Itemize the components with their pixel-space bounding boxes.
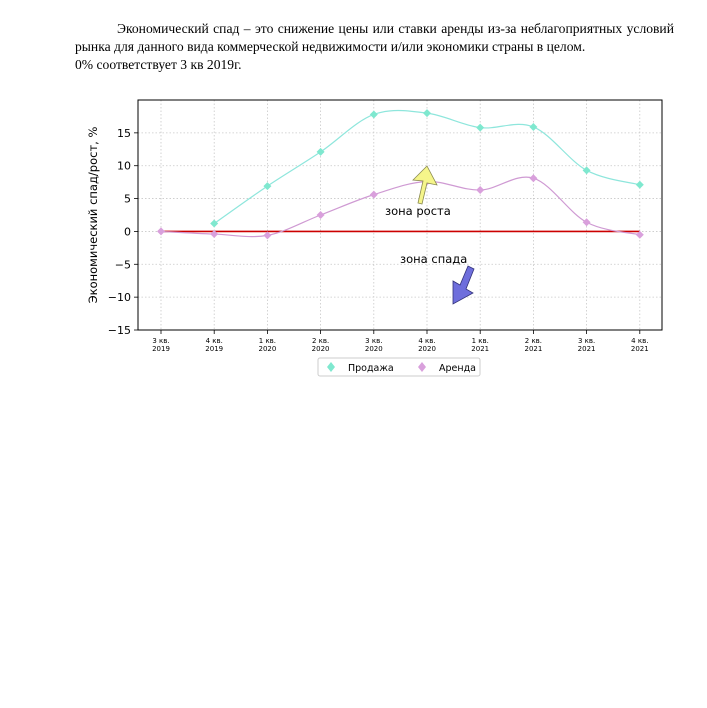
x-tick-label-line: 2 кв. (525, 337, 542, 345)
x-tick-label-line: 2019 (152, 345, 170, 353)
data-point-rent (635, 230, 644, 239)
decline-arrow-icon (452, 265, 475, 305)
y-tick-label: 5 (124, 193, 131, 206)
x-tick-label: 3 кв. 2021 (578, 337, 596, 353)
plot-frame (137, 99, 663, 331)
y-tick-label: 10 (117, 160, 131, 173)
x-tick-label-line: 4 кв. (206, 337, 223, 345)
x-tick-label-line: 2021 (578, 345, 596, 353)
y-axis: −15 −10 −5 0 5 10 15 (108, 127, 138, 337)
x-tick-label-line: 2021 (524, 345, 542, 353)
x-tick-label-line: 3 кв. (365, 337, 382, 345)
x-tick-label-line: 4 кв. (418, 337, 435, 345)
x-tick-label-line: 2 кв. (312, 337, 329, 345)
legend-marker-rent (418, 362, 426, 372)
x-tick-label-line: 3 кв. (152, 337, 169, 345)
x-tick-label-line: 2020 (418, 345, 436, 353)
data-point-sale (369, 110, 378, 119)
x-tick-label-line: 1 кв. (472, 337, 489, 345)
legend-label-sale: Продажа (348, 363, 394, 374)
data-point-rent (582, 218, 591, 227)
x-tick-label: 2 кв. 2020 (312, 337, 330, 353)
intro-note: 0% соответствует 3 кв 2019г. (75, 57, 242, 72)
x-tick-label-line: 3 кв. (578, 337, 595, 345)
x-tick-label: 4 кв. 2019 (205, 337, 223, 353)
x-tick-label: 3 кв. 2020 (365, 337, 383, 353)
y-tick-label: −5 (115, 258, 131, 271)
x-tick-label-line: 1 кв. (259, 337, 276, 345)
growth-arrow-icon (412, 165, 438, 205)
y-tick-label: 15 (117, 127, 131, 140)
data-point-sale (210, 219, 219, 228)
y-tick-label: −10 (108, 291, 131, 304)
x-tick-label: 1 кв. 2020 (258, 337, 276, 353)
x-tick-label: 4 кв. 2020 (418, 337, 436, 353)
x-tick-label-line: 2019 (205, 345, 223, 353)
x-tick-label-line: 2020 (365, 345, 383, 353)
data-point-rent (529, 174, 538, 183)
x-tick-label-line: 2021 (471, 345, 489, 353)
x-tick-label-line: 2020 (258, 345, 276, 353)
x-tick-label: 1 кв. 2021 (471, 337, 489, 353)
x-tick-label-line: 2020 (312, 345, 330, 353)
x-tick-label-line: 2021 (631, 345, 649, 353)
zone-arrows (412, 165, 475, 305)
legend-label-rent: Аренда (439, 363, 476, 374)
intro-text: Экономический спад – это снижение цены и… (75, 20, 674, 74)
data-point-sale (476, 123, 485, 132)
data-point-sale (529, 122, 538, 131)
legend: Продажа Аренда (317, 357, 481, 377)
data-point-sale (316, 147, 325, 156)
economic-change-chart: зона роста зона спада −15 −10 −5 0 5 10 15 3 к… (86, 99, 663, 377)
legend-box (317, 357, 481, 377)
x-tick-label: 2 кв. 2021 (524, 337, 542, 353)
series-markers (157, 109, 644, 240)
decline-zone-label: зона спада (400, 252, 467, 266)
data-point-sale (263, 182, 272, 191)
x-tick-label: 3 кв. 2019 (152, 337, 170, 353)
growth-zone-label: зона роста (385, 204, 451, 218)
y-axis-label: Экономический спад/рост, % (86, 127, 100, 304)
data-point-rent (369, 190, 378, 199)
y-tick-label: −15 (108, 324, 131, 337)
data-point-rent (476, 186, 485, 195)
y-tick-label: 0 (124, 225, 131, 238)
data-point-sale (582, 166, 591, 175)
data-point-rent (263, 231, 272, 240)
data-point-rent (210, 230, 219, 239)
data-point-sale (635, 180, 644, 189)
intro-paragraph: Экономический спад – это снижение цены и… (75, 21, 674, 54)
x-tick-label: 4 кв. 2021 (631, 337, 649, 353)
data-point-rent (157, 227, 165, 236)
series-line-rent (160, 176, 640, 238)
data-point-rent (316, 211, 325, 219)
legend-marker-sale (327, 362, 335, 372)
x-tick-label-line: 4 кв. (631, 337, 648, 345)
data-point-sale (423, 109, 431, 118)
